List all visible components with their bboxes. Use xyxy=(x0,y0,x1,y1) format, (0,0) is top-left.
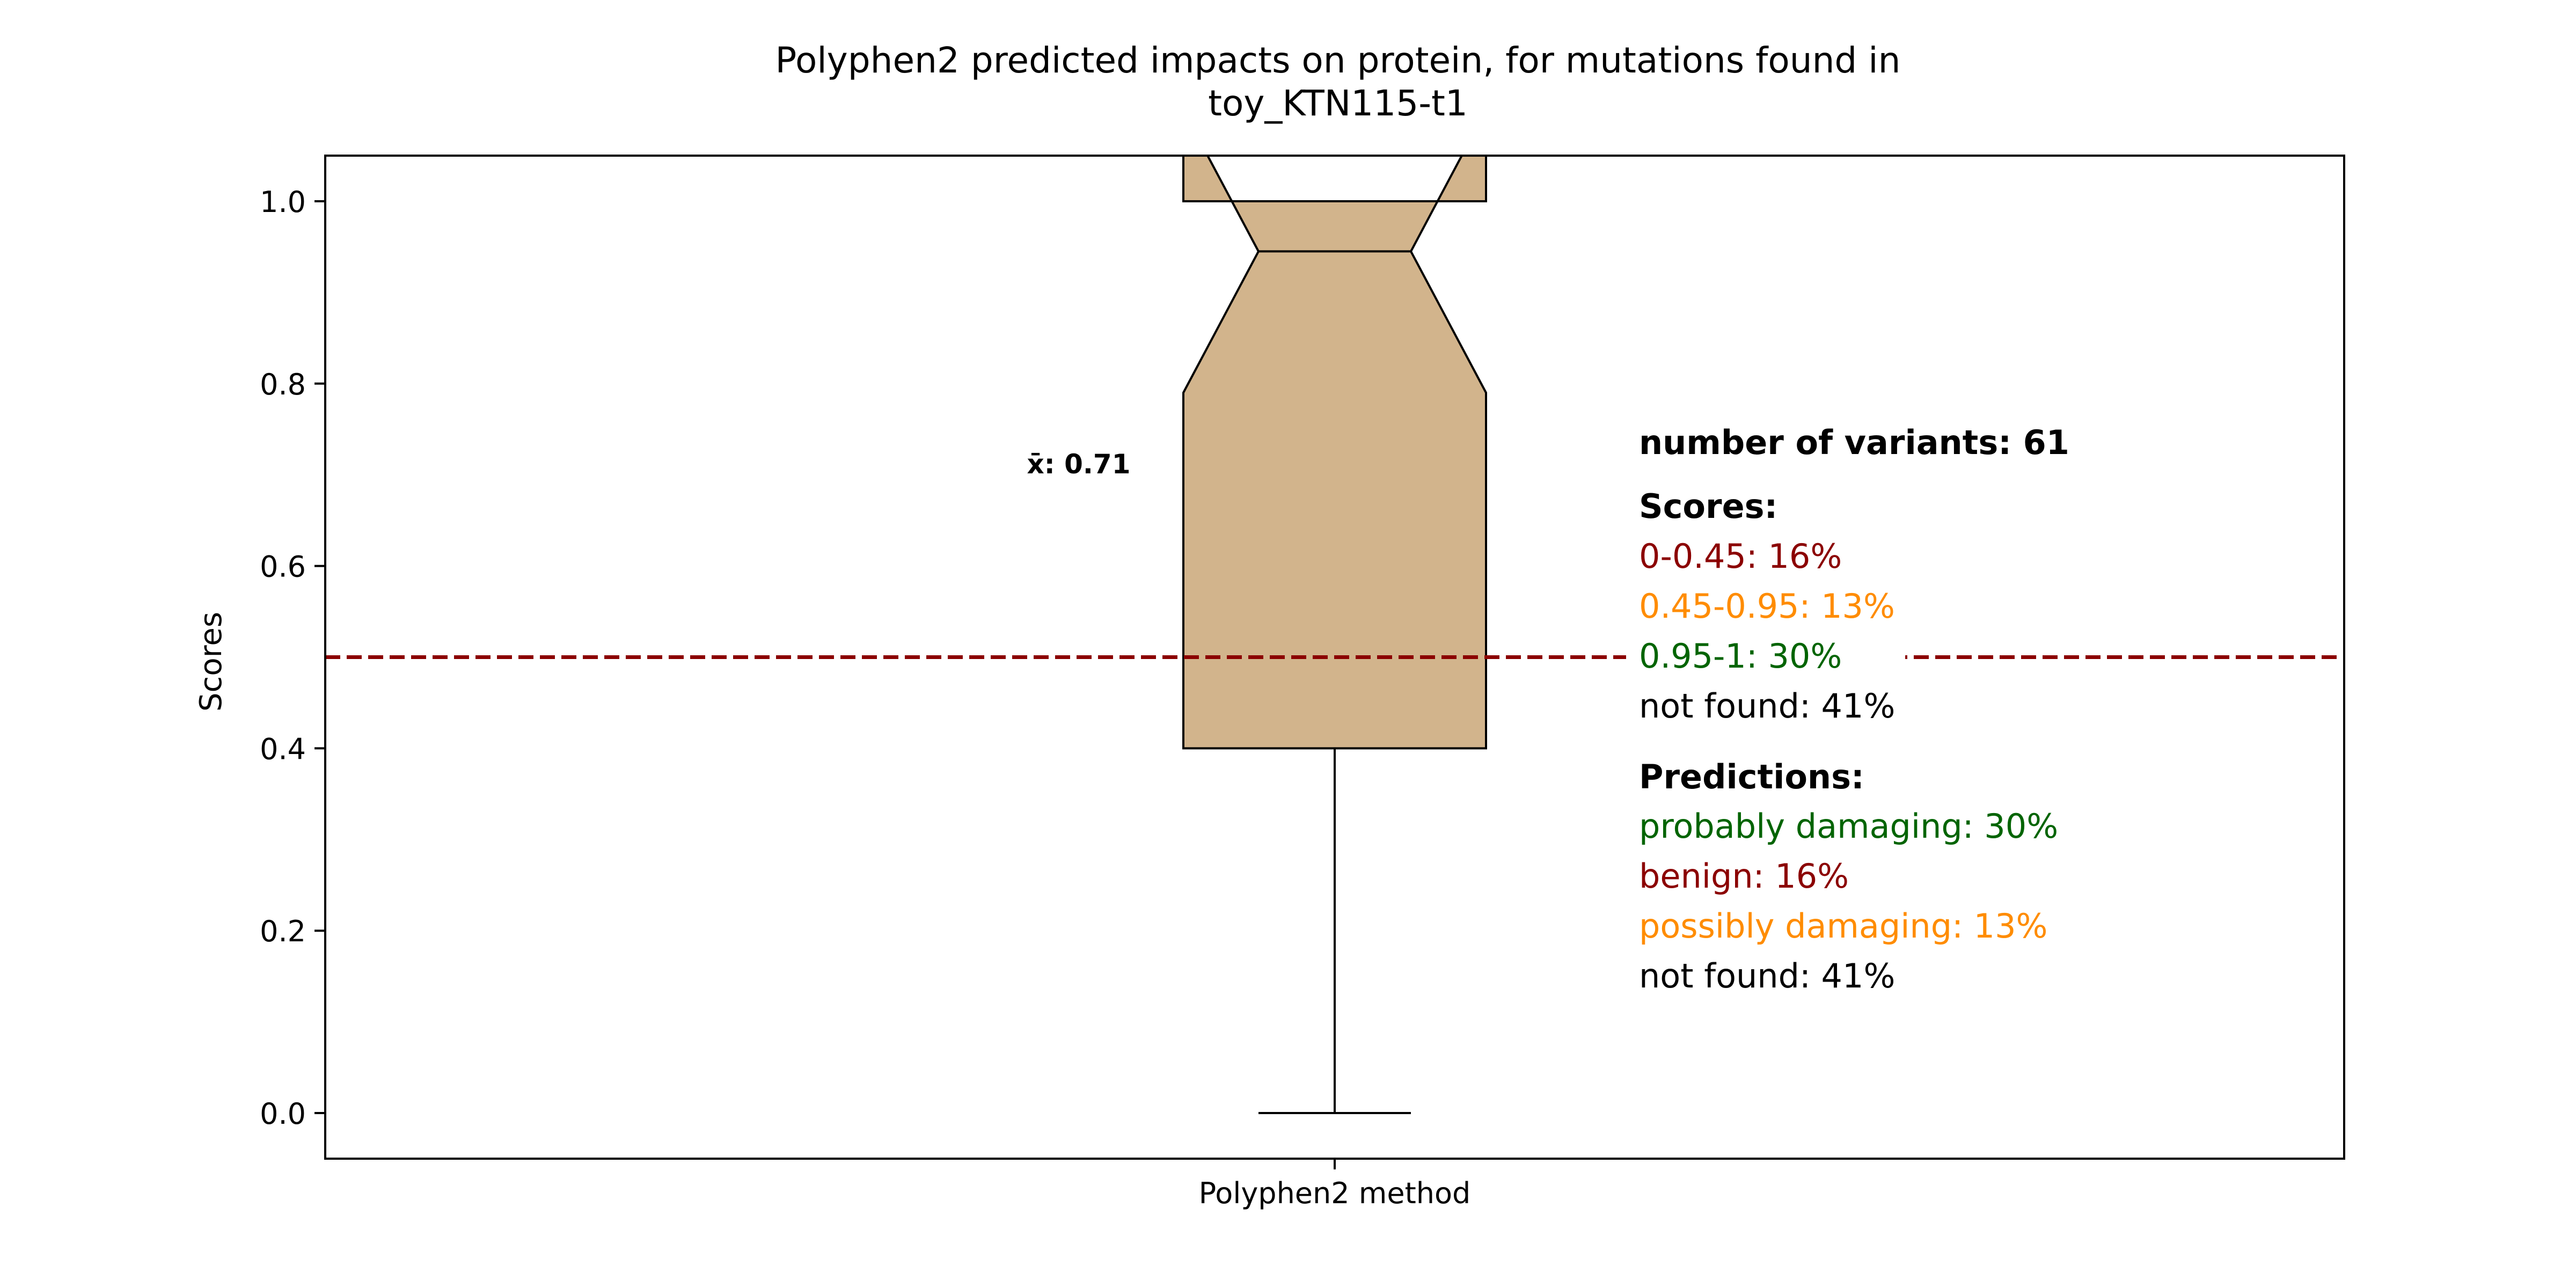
x-ticks-layer: Polyphen2 method xyxy=(1199,1159,1471,1210)
scores-heading: Scores: xyxy=(1639,487,1777,526)
variants-count-heading: number of variants: 61 xyxy=(1639,423,2069,462)
y-tick-label: 0.4 xyxy=(260,732,306,766)
y-axis-label: Scores xyxy=(194,612,229,712)
y-tick-label: 1.0 xyxy=(260,185,306,219)
prediction-item: benign: 16% xyxy=(1639,857,1849,896)
prediction-item: possibly damaging: 13% xyxy=(1639,906,2047,946)
score-range-item: 0.95-1: 30% xyxy=(1639,636,1842,676)
predictions-heading: Predictions: xyxy=(1639,757,1864,796)
box-layer xyxy=(1182,156,1487,1115)
score-range-item: not found: 41% xyxy=(1639,686,1895,726)
mean-label: x̄: 0.71 xyxy=(1027,449,1130,480)
y-ticks-layer: 0.0 0.2 0.4 0.6 0.8 1.0 xyxy=(260,185,325,1131)
prediction-item: probably damaging: 30% xyxy=(1639,807,2058,846)
chart-title-line-1: Polyphen2 predicted impacts on protein, … xyxy=(775,40,1901,81)
score-range-item: 0.45-0.95: 13% xyxy=(1639,587,1895,626)
predictions-list: probably damaging: 30% benign: 16% possibl… xyxy=(1639,807,2058,996)
y-tick-label: 0.2 xyxy=(260,914,306,948)
chart-title-line-2: toy_KTN115-t1 xyxy=(1208,83,1468,124)
prediction-item: not found: 41% xyxy=(1639,956,1895,996)
y-tick-label: 0.0 xyxy=(260,1097,306,1131)
scores-list: 0-0.45: 16% 0.45-0.95: 13% 0.95-1: 30% not … xyxy=(1639,537,1895,726)
box-body xyxy=(1182,156,1487,750)
score-range-item: 0-0.45: 16% xyxy=(1639,537,1842,576)
y-tick-label: 0.6 xyxy=(260,550,306,584)
annotation-background xyxy=(1626,633,1905,687)
x-tick-label: Polyphen2 method xyxy=(1199,1176,1471,1210)
y-tick-label: 0.8 xyxy=(260,368,306,401)
